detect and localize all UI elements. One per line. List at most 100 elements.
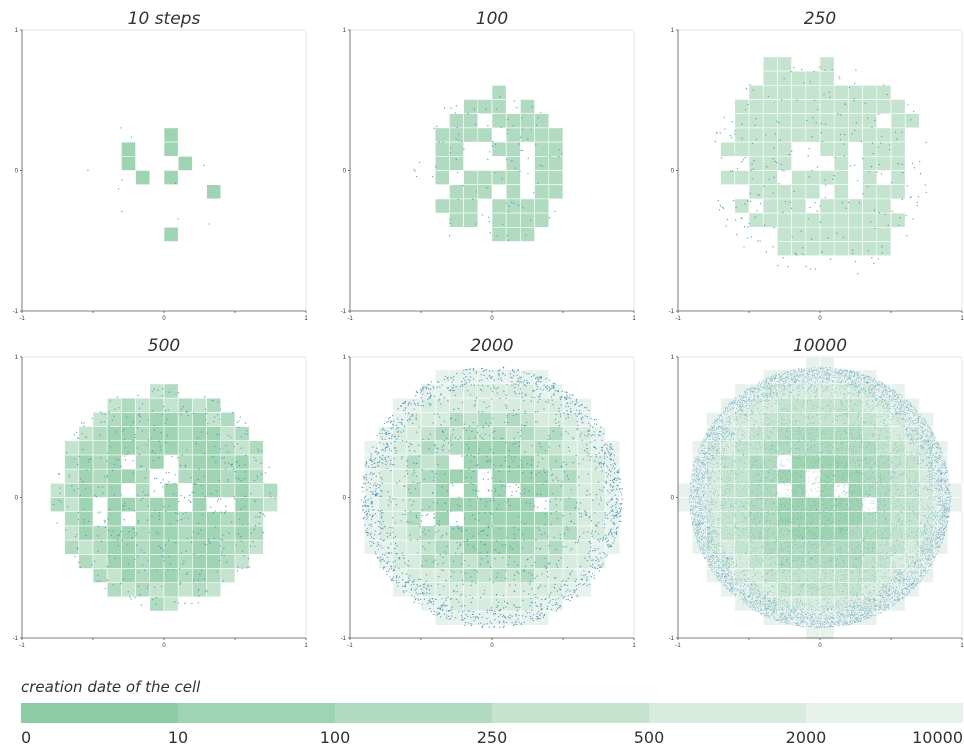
data-point (877, 428, 878, 429)
data-point (91, 564, 92, 565)
data-point (735, 219, 736, 220)
data-point (424, 479, 425, 480)
grid-cell (806, 554, 820, 568)
grid-cell (492, 540, 506, 554)
data-point (383, 428, 384, 429)
data-point (525, 413, 526, 414)
data-point (924, 479, 925, 480)
data-point (930, 503, 931, 504)
data-point (242, 551, 243, 552)
grid-cell (407, 441, 421, 455)
data-point (941, 530, 942, 531)
grid-cell (535, 384, 549, 398)
data-point (515, 456, 516, 457)
data-point (870, 536, 871, 537)
data-point (416, 392, 417, 393)
data-point (577, 542, 578, 543)
data-point (541, 612, 542, 613)
grid-cell (763, 441, 777, 455)
data-point (124, 455, 125, 456)
data-point (931, 442, 932, 443)
grid-cell (820, 242, 834, 256)
data-point (457, 127, 458, 128)
data-point (414, 596, 415, 597)
grid-cell (777, 242, 791, 256)
grid-cell (435, 156, 449, 170)
data-point (550, 524, 551, 525)
data-point (388, 505, 389, 506)
data-point (396, 582, 397, 583)
data-point (487, 623, 488, 624)
data-point (495, 144, 496, 145)
data-point (450, 510, 451, 511)
data-point (522, 207, 523, 208)
data-point (841, 503, 842, 504)
data-point (177, 218, 178, 219)
data-point (371, 453, 372, 454)
data-point (405, 407, 406, 408)
grid-cell (535, 185, 549, 199)
data-point (81, 433, 82, 434)
data-point (812, 136, 813, 137)
data-point (505, 457, 506, 458)
data-point (430, 394, 431, 395)
data-point (434, 559, 435, 560)
data-point (397, 585, 398, 586)
data-point (753, 160, 754, 161)
data-point (570, 411, 571, 412)
data-point (823, 533, 824, 534)
data-point (385, 552, 386, 553)
grid-cell (449, 469, 463, 483)
data-point (175, 542, 176, 543)
data-point (470, 585, 471, 586)
data-point (147, 519, 148, 520)
data-point (794, 561, 795, 562)
data-point (775, 161, 776, 162)
data-point (763, 186, 764, 187)
grid-cell (535, 199, 549, 213)
data-point (228, 463, 229, 464)
data-point (535, 597, 536, 598)
data-point (160, 446, 161, 447)
data-point (237, 461, 238, 462)
data-point (385, 448, 386, 449)
grid-cell (820, 199, 834, 213)
grid-cell (506, 128, 520, 142)
data-point (848, 414, 849, 415)
grid-cell (792, 114, 806, 128)
data-point (578, 540, 579, 541)
data-point (378, 533, 379, 534)
data-point (937, 463, 938, 464)
y-tick-label: 0 (343, 169, 347, 175)
data-point (447, 377, 448, 378)
data-point (848, 202, 849, 203)
data-point (128, 563, 129, 564)
data-point (430, 404, 431, 405)
grid-cell (834, 213, 848, 227)
data-point (381, 496, 382, 497)
data-point (213, 512, 214, 513)
data-point (840, 134, 841, 135)
data-point (536, 125, 537, 126)
grid-cell (492, 398, 506, 412)
data-point (620, 478, 621, 479)
grid-cell (549, 455, 563, 469)
data-point (518, 529, 519, 530)
data-point (850, 165, 851, 166)
data-point (614, 479, 615, 480)
data-point (752, 143, 753, 144)
data-point (562, 515, 563, 516)
data-point (908, 104, 909, 105)
data-point (734, 130, 735, 131)
data-point (540, 165, 541, 166)
panel-title: 2000 (470, 336, 513, 356)
grid-cell (577, 554, 591, 568)
data-point (520, 150, 521, 151)
data-point (447, 400, 448, 401)
data-point (228, 533, 229, 534)
data-point (466, 430, 467, 431)
data-point (403, 430, 404, 431)
data-point (442, 604, 443, 605)
data-point (181, 552, 182, 553)
grid-cell (721, 469, 735, 483)
